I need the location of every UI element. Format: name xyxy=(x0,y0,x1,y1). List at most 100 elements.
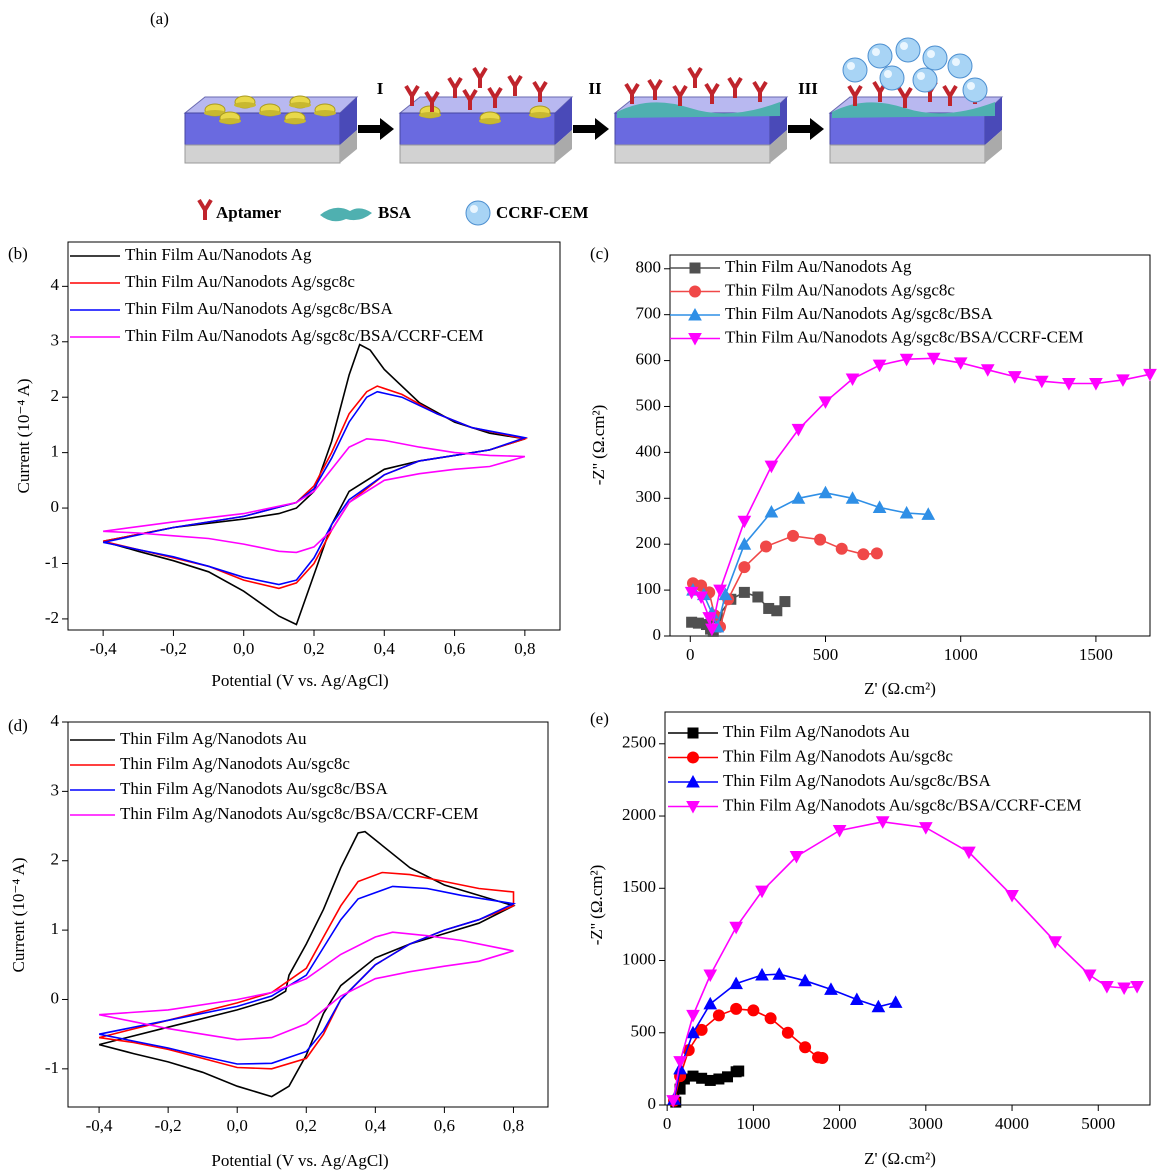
legend-label: Thin Film Ag/Nanodots Au/sgc8c xyxy=(120,754,350,773)
marker xyxy=(689,262,701,274)
marker xyxy=(764,1012,777,1025)
y-tick-label: 1500 xyxy=(622,877,656,896)
y-tick-label: -2 xyxy=(45,608,59,627)
marker xyxy=(673,1056,687,1069)
y-tick-label: 100 xyxy=(636,579,662,598)
marker xyxy=(688,307,702,321)
marker xyxy=(737,515,752,529)
marker xyxy=(1089,378,1103,391)
x-tick-label: -0,4 xyxy=(86,1116,113,1135)
marker xyxy=(791,491,806,504)
marker xyxy=(789,850,804,864)
panel-label: (b) xyxy=(8,244,28,263)
marker xyxy=(871,999,886,1013)
marker xyxy=(921,507,936,520)
x-axis-title: Potential (V vs. Ag/AgCl) xyxy=(211,1151,388,1170)
marker xyxy=(850,992,864,1006)
y-tick-label: 300 xyxy=(636,487,662,506)
marker xyxy=(760,540,772,553)
step-label: III xyxy=(798,79,818,98)
legend-label: Thin Film Au/Nanodots Ag/sgc8c/BSA xyxy=(125,299,393,318)
y-tick-label: 4 xyxy=(51,711,60,730)
series-line xyxy=(692,491,929,630)
x-tick-label: 0,2 xyxy=(303,639,324,658)
marker xyxy=(771,605,783,617)
x-tick-label: 0,4 xyxy=(365,1116,387,1135)
y-tick-label: 500 xyxy=(636,395,662,414)
marker xyxy=(703,969,718,983)
marker xyxy=(818,396,833,409)
y-axis-title: -Z'' (Ω.cm²) xyxy=(589,405,608,486)
plot-frame xyxy=(669,254,1151,637)
legend-label: Thin Film Au/Nanodots Ag/sgc8c/BSA/CCRF-… xyxy=(725,327,1083,346)
scheme xyxy=(184,37,1003,226)
marker xyxy=(686,774,700,788)
y-tick-label: 500 xyxy=(631,1022,657,1041)
panel-label: (e) xyxy=(590,709,609,728)
scheme-label: (a) xyxy=(150,9,169,28)
marker xyxy=(747,1004,760,1017)
marker xyxy=(1048,936,1062,949)
legend-label: Thin Film Au/Nanodots Ag xyxy=(725,257,912,276)
marker xyxy=(787,529,800,542)
marker xyxy=(980,364,995,377)
series-line xyxy=(102,437,526,554)
marker xyxy=(686,801,700,814)
marker xyxy=(899,505,914,519)
marker xyxy=(666,1095,681,1108)
marker xyxy=(695,1023,708,1036)
x-tick-label: 4000 xyxy=(995,1114,1029,1133)
marker xyxy=(875,816,890,829)
marker xyxy=(738,561,751,574)
marker xyxy=(824,982,838,995)
y-tick-label: -1 xyxy=(45,552,59,571)
marker xyxy=(1007,371,1022,384)
plot-frame xyxy=(664,711,1151,1106)
marker xyxy=(686,1009,700,1023)
legend-label: Thin Film Au/Nanodots Ag/sgc8c/BSA/CCRF-… xyxy=(125,326,483,345)
x-tick-label: -0,2 xyxy=(155,1116,182,1135)
marker xyxy=(870,547,883,560)
marker xyxy=(687,751,699,764)
x-tick-label: 0,8 xyxy=(514,639,535,658)
y-tick-label: 2 xyxy=(51,850,60,869)
step-label: I xyxy=(377,79,384,98)
marker xyxy=(738,586,750,598)
x-tick-label: 0,8 xyxy=(503,1116,524,1135)
marker xyxy=(713,584,727,598)
y-tick-label: 4 xyxy=(51,275,60,294)
x-tick-label: 0,0 xyxy=(227,1116,248,1135)
marker xyxy=(799,1041,812,1054)
marker xyxy=(818,485,833,499)
y-tick-label: 600 xyxy=(636,349,662,368)
marker xyxy=(857,548,870,561)
marker xyxy=(729,921,743,935)
legend-label: Thin Film Ag/Nanodots Au/sgc8c/BSA xyxy=(723,771,991,790)
marker xyxy=(1117,982,1131,996)
marker xyxy=(764,505,779,518)
y-tick-label: -1 xyxy=(45,1058,59,1077)
y-tick-label: 1 xyxy=(51,919,60,938)
marker xyxy=(684,586,699,600)
y-tick-label: 3 xyxy=(51,331,60,350)
step-label: II xyxy=(588,79,602,98)
legend-label: Thin Film Ag/Nanodots Au/sgc8c/BSA xyxy=(120,779,388,798)
marker xyxy=(845,491,860,504)
legend-label: Thin Film Ag/Nanodots Au/sgc8c/BSA/CCRF-… xyxy=(120,804,478,823)
scheme-legend-label: CCRF-CEM xyxy=(496,203,589,222)
y-tick-label: 400 xyxy=(636,441,662,460)
y-tick-label: 0 xyxy=(648,1094,657,1113)
x-tick-label: 0,6 xyxy=(444,639,465,658)
x-tick-label: 0,4 xyxy=(374,639,396,658)
marker xyxy=(752,591,764,603)
marker xyxy=(1100,981,1114,994)
x-tick-label: 0 xyxy=(686,645,695,664)
x-axis-title: Z' (Ω.cm²) xyxy=(864,679,936,698)
marker xyxy=(1034,375,1049,389)
marker xyxy=(888,995,903,1008)
marker xyxy=(1082,969,1097,983)
marker xyxy=(845,373,860,386)
x-tick-label: 0 xyxy=(663,1114,672,1133)
marker xyxy=(832,824,847,838)
